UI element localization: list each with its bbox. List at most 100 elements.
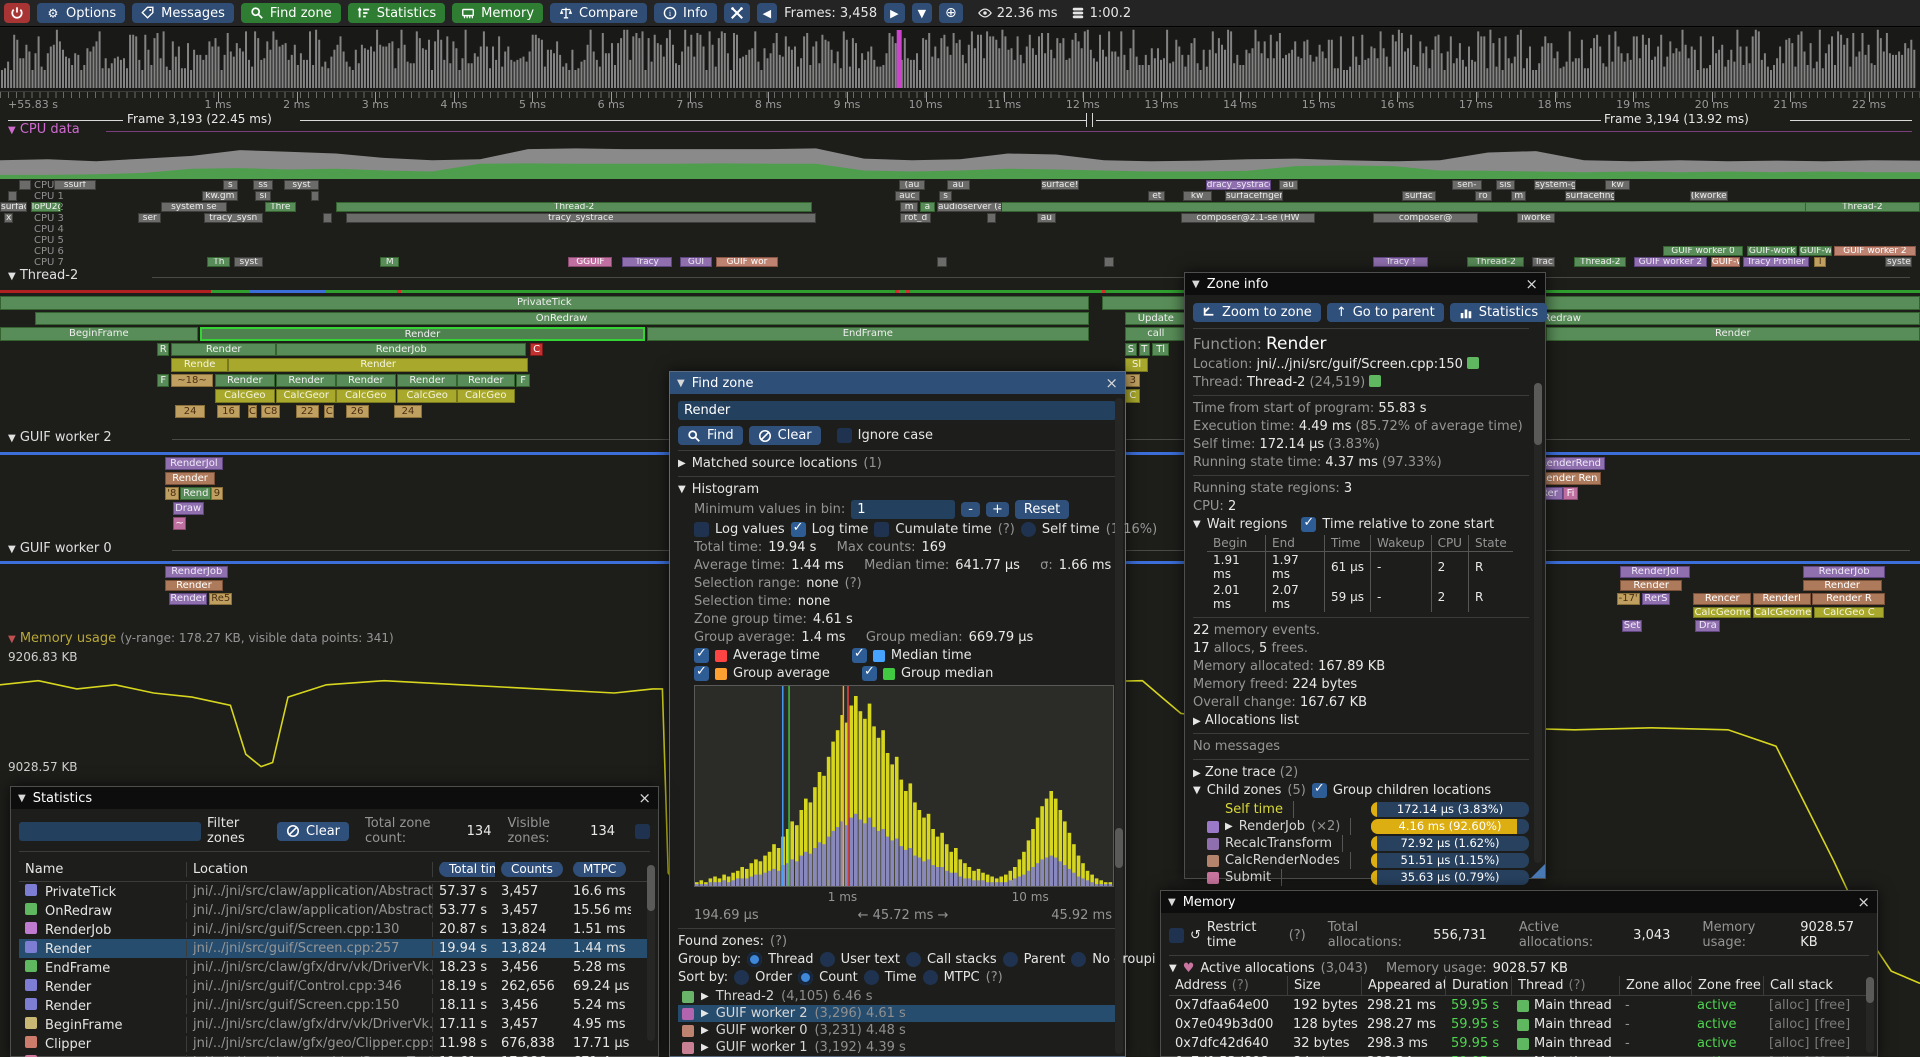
options-checkbox[interactable]	[635, 823, 650, 839]
zone-3[interactable]: 3	[1125, 373, 1141, 387]
cpu-zone[interactable]: au	[1278, 180, 1298, 190]
next-frame-button[interactable]: ▶	[884, 3, 905, 23]
sort-column-button[interactable]: Counts	[501, 861, 563, 877]
cpu-zone[interactable]	[322, 213, 333, 223]
zone-renderjob[interactable]: RenderJob	[165, 566, 229, 578]
close-icon[interactable]: ×	[1857, 893, 1870, 911]
cpu-zone[interactable]: iworke	[1516, 213, 1556, 223]
cumulate-time-checkbox[interactable]	[874, 522, 890, 537]
cpu-zone[interactable]: tracy_sysn	[203, 213, 264, 223]
zone-render-ren[interactable]: Render Ren	[1536, 472, 1602, 485]
cpu-zone[interactable]: m	[1511, 191, 1527, 201]
clear-button[interactable]: Clear	[748, 426, 821, 445]
goto-frame-button[interactable]: ⊕	[939, 3, 963, 23]
filter-input[interactable]	[19, 821, 201, 841]
zone-calcgeo[interactable]: CalcGeo	[397, 389, 457, 403]
found-zone-group[interactable]: ▶ GUIF worker 2 (3,296) 4.61 s	[678, 1005, 1117, 1022]
table-row[interactable]: RenderJob jni/../jni/src/guif/Screen.cpp:…	[19, 920, 650, 939]
cpu-zone[interactable]: syst	[234, 257, 264, 267]
zone-rers[interactable]: RerS	[1641, 593, 1671, 605]
zone-render[interactable]: Render	[228, 358, 528, 372]
decrease-button[interactable]: -	[961, 502, 980, 517]
zone-update[interactable]: Update	[1125, 311, 1187, 325]
callstack-free-link[interactable]: [free]	[1814, 1036, 1851, 1051]
zone-24[interactable]: 24	[174, 404, 206, 418]
cpu-zone[interactable]	[1104, 257, 1114, 267]
zone-c[interactable]: C	[529, 342, 544, 356]
table-row[interactable]: EndFrame jni/../jni/src/claw/gfx/drv/vk/D…	[19, 958, 650, 977]
expand-icon[interactable]: ▶	[1193, 768, 1201, 779]
cpu-zone[interactable]: GUIF worker 2	[1833, 246, 1917, 256]
zone-26[interactable]: 26	[345, 404, 369, 418]
cpu-zone[interactable]	[936, 257, 947, 267]
group-average-checkbox[interactable]	[694, 664, 709, 681]
cpu-zone[interactable]: surface!	[1040, 180, 1080, 190]
zone-calcgeo[interactable]: CalcGeo	[336, 389, 396, 403]
active-allocations-section[interactable]: ▼ ♥ Active allocations (3,043) Memory usage…	[1169, 961, 1568, 976]
cpu-zone[interactable]: ss	[253, 180, 273, 190]
callstack-free-link[interactable]: [free]	[1814, 1055, 1850, 1057]
zone-9[interactable]: 9	[211, 487, 223, 500]
stat-col-mtpc[interactable]: MTPC	[567, 861, 631, 877]
sort-by-mtpc-radio[interactable]	[922, 970, 938, 985]
zone-f[interactable]: F	[157, 373, 169, 387]
collapse-icon[interactable]: ▼	[678, 484, 686, 495]
table-row[interactable]: OnRedraw jni/../jni/src/claw/application/…	[19, 901, 650, 920]
cpu-zone[interactable]: GUI	[679, 257, 713, 267]
zone-renderjol[interactable]: RenderJol	[1620, 566, 1690, 578]
zone-render[interactable]: Render	[397, 373, 457, 387]
cpu-zone[interactable]: Thread-2	[1574, 257, 1627, 267]
expand-icon[interactable]: ▶	[678, 458, 686, 469]
cpu-zone[interactable]: si	[255, 191, 271, 201]
child-zone-submit[interactable]: Submit 35.63 µs (0.79%)	[1193, 869, 1529, 886]
expand-icon[interactable]: ▶	[701, 1042, 709, 1053]
compare-button[interactable]: Compare	[550, 3, 648, 23]
group-children-checkbox[interactable]	[1311, 781, 1327, 798]
cpu-zone[interactable]: Thre	[264, 202, 296, 212]
zone-c[interactable]: C	[324, 404, 335, 418]
statistics-scrollbar[interactable]	[647, 865, 655, 1041]
median-time-checkbox[interactable]	[851, 646, 867, 663]
zone-render[interactable]: Render	[165, 579, 223, 591]
zone-renderjob[interactable]: RenderJob	[1802, 566, 1886, 578]
zone-trace-row[interactable]: ▶ Zone trace (2)	[1193, 765, 1299, 780]
mem-col-zone-alloc[interactable]: Zone alloc	[1619, 976, 1691, 995]
zone-info-scrollbar[interactable]	[1534, 383, 1542, 863]
zone-re5[interactable]: Re5	[209, 593, 233, 605]
cpu-zone[interactable]: Tracy	[622, 257, 672, 267]
zone-s[interactable]: S	[1125, 342, 1137, 356]
location-swatch[interactable]	[1467, 357, 1480, 369]
group-by-parent-radio[interactable]	[1002, 952, 1018, 967]
sort-by-time-radio[interactable]	[863, 970, 879, 985]
cpu-zone[interactable]: s	[222, 180, 239, 190]
cpu-zone[interactable]: system-grm	[1534, 180, 1577, 190]
child-zone-self-time[interactable]: Self time 172.14 µs (3.83%)	[1193, 801, 1529, 818]
cpu-zone[interactable]: GUIF worker 2	[1633, 257, 1707, 267]
cpu-zone[interactable]	[19, 180, 31, 190]
mem-col-size[interactable]: Size	[1287, 976, 1361, 995]
cpu-zone[interactable]: surfacefnger	[1224, 191, 1283, 201]
cpu-zone[interactable]: GUIF-w	[1799, 246, 1832, 256]
cpu-zone[interactable]: GUIF worker 0	[1662, 246, 1744, 256]
cpu-zone[interactable]: ser	[138, 213, 162, 223]
zone-render[interactable]: Render	[336, 373, 396, 387]
histogram-plot[interactable]	[694, 685, 1114, 887]
found-zone-group[interactable]: ▶ GUIF worker 0 (3,231) 4.48 s	[678, 1022, 1117, 1039]
allocation-row[interactable]: 0x7dfc53d898 8 bytes 298.34 ms 59.95 s Main …	[1169, 1053, 1869, 1057]
cpu-zone[interactable]: auc	[894, 191, 920, 201]
cpu-zone[interactable]: GGUIF	[568, 257, 613, 267]
increase-button[interactable]: +	[985, 502, 1009, 517]
zone-rencer[interactable]: Rencer	[1693, 593, 1752, 605]
mem-col-address[interactable]: Address (?)	[1175, 978, 1249, 993]
zone-f[interactable]: F	[516, 373, 530, 387]
memory-scrollbar[interactable]	[1866, 977, 1874, 1053]
statistics-titlebar[interactable]: ▼ Statistics ×	[11, 787, 658, 809]
memory-button[interactable]: Memory	[452, 3, 544, 23]
collapse-icon[interactable]: ▼	[1192, 278, 1200, 290]
cpu-zone[interactable]: Tracy !	[1372, 257, 1429, 267]
callstack-alloc-link[interactable]: [alloc]	[1769, 1055, 1809, 1057]
find-button[interactable]: Find	[678, 426, 743, 445]
callstack-alloc-link[interactable]: [alloc]	[1769, 998, 1810, 1013]
frame-overview-strip[interactable]	[0, 28, 1920, 90]
cpu-zone[interactable]: composer@2.1-se (HW	[1180, 213, 1316, 223]
